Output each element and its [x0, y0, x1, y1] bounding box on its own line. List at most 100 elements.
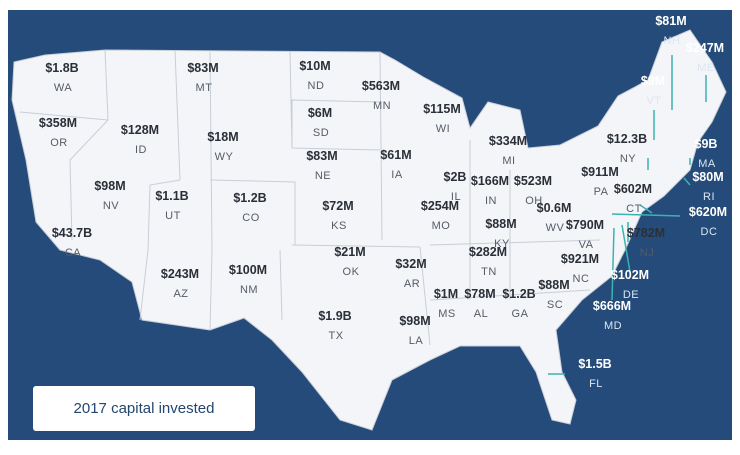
state-amount: $1.2B [502, 287, 535, 301]
state-amount: $12.3B [607, 132, 647, 146]
state-abbr: MI [502, 155, 515, 167]
state-abbr: MO [432, 220, 451, 232]
state-amount: $6M [308, 106, 332, 120]
state-amount: $0.6M [537, 201, 572, 215]
state-abbr: WI [436, 123, 450, 135]
state-label: $1.5B FL [578, 357, 611, 390]
state-abbr: UT [165, 210, 181, 222]
state-amount: $128M [121, 123, 159, 137]
state-amount: $88M [485, 217, 516, 231]
state-amount: $1.9B [318, 309, 351, 323]
state-abbr: DC [701, 226, 718, 238]
state-amount: $18M [207, 130, 238, 144]
state-amount: $102M [611, 268, 649, 282]
state-label: $88M KY [485, 217, 516, 250]
state-abbr: WY [215, 151, 234, 163]
state-abbr: FL [589, 378, 603, 390]
state-abbr: VT [646, 95, 661, 107]
state-label: $9M VT [641, 74, 665, 107]
us-silhouette [11, 29, 727, 431]
state-abbr: TX [328, 330, 343, 342]
state-label: $98M NV [94, 179, 125, 212]
state-amount: $523M [514, 174, 552, 188]
state-abbr: MN [373, 100, 391, 112]
state-amount: $80M [692, 170, 723, 184]
state-abbr: OK [343, 266, 360, 278]
state-abbr: AZ [173, 288, 188, 300]
state-label: $620M DC [689, 205, 727, 238]
state-label: $1.8B WA [45, 61, 78, 94]
state-label: $9B MA [695, 137, 718, 170]
state-amount: $1.2B [233, 191, 266, 205]
state-abbr: SD [313, 127, 329, 139]
state-label: $254M MO [421, 199, 459, 232]
state-amount: $602M [614, 182, 652, 196]
state-label: $1M MS [434, 287, 458, 320]
state-amount: $166M [471, 174, 509, 188]
state-abbr: AR [404, 278, 420, 290]
state-amount: $911M [581, 165, 619, 179]
state-label: $83M NE [306, 149, 337, 182]
state-abbr: CO [242, 212, 260, 224]
state-label: $911M PA [581, 165, 619, 198]
state-labels: $1.8B WA $83M MT $10M ND $563M MN $358M OR $128M ID… [39, 14, 727, 390]
state-abbr: WV [546, 222, 565, 234]
state-abbr: MA [698, 158, 716, 170]
state-abbr: SC [547, 299, 563, 311]
state-abbr: CA [65, 247, 81, 259]
state-label: $282M TN [469, 245, 507, 278]
state-abbr: NE [315, 170, 331, 182]
state-abbr: WA [54, 82, 72, 94]
state-label: $78M AL [464, 287, 495, 320]
state-abbr: NC [573, 273, 590, 285]
state-label: $100M NM [229, 263, 267, 296]
state-abbr: DE [623, 289, 639, 301]
state-abbr: NH [664, 35, 681, 47]
state-amount: $100M [229, 263, 267, 277]
state-abbr: NM [240, 284, 258, 296]
state-abbr: OH [525, 195, 543, 207]
state-abbr: CT [626, 203, 642, 215]
state-label: $80M RI [692, 170, 723, 203]
state-amount: $10M [299, 59, 330, 73]
state-abbr: NJ [640, 247, 654, 259]
state-abbr: VA [579, 239, 594, 251]
state-label: $83M MT [187, 61, 218, 94]
state-abbr: MD [604, 320, 622, 332]
state-abbr: NV [103, 200, 119, 212]
state-abbr: ND [308, 80, 325, 92]
state-abbr: ME [697, 62, 715, 74]
state-amount: $9M [641, 74, 665, 88]
state-label: $358M OR [39, 116, 77, 149]
state-label: $32M AR [395, 257, 426, 290]
state-amount: $98M [399, 314, 430, 328]
state-label: $1.9B TX [318, 309, 351, 342]
state-label: $2B IL [444, 170, 467, 203]
state-label: $602M CT [614, 182, 652, 215]
state-label: $128M ID [121, 123, 159, 156]
state-abbr: RI [703, 191, 715, 203]
state-amount: $620M [689, 205, 727, 219]
state-amount: $254M [421, 199, 459, 213]
state-label: $72M KS [322, 199, 353, 232]
state-amount: $358M [39, 116, 77, 130]
state-label: $1.2B GA [502, 287, 535, 320]
state-amount: $2B [444, 170, 467, 184]
state-label: $10M ND [299, 59, 330, 92]
state-amount: $334M [489, 134, 527, 148]
state-amount: $9B [695, 137, 718, 151]
state-amount: $790M [566, 218, 604, 232]
state-amount: $98M [94, 179, 125, 193]
state-abbr: GA [512, 308, 529, 320]
state-amount: $247M [686, 41, 724, 55]
legend-box [33, 386, 255, 431]
state-label: $243M AZ [161, 267, 199, 300]
state-label: $334M MI [489, 134, 527, 167]
state-label: $563M MN [362, 79, 400, 112]
state-label: $6M SD [308, 106, 332, 139]
state-abbr: AL [474, 308, 488, 320]
state-label: $12.3B NY [607, 132, 647, 165]
state-label: $61M IA [380, 148, 411, 181]
state-amount: $243M [161, 267, 199, 281]
state-label: $247M ME [686, 41, 724, 74]
